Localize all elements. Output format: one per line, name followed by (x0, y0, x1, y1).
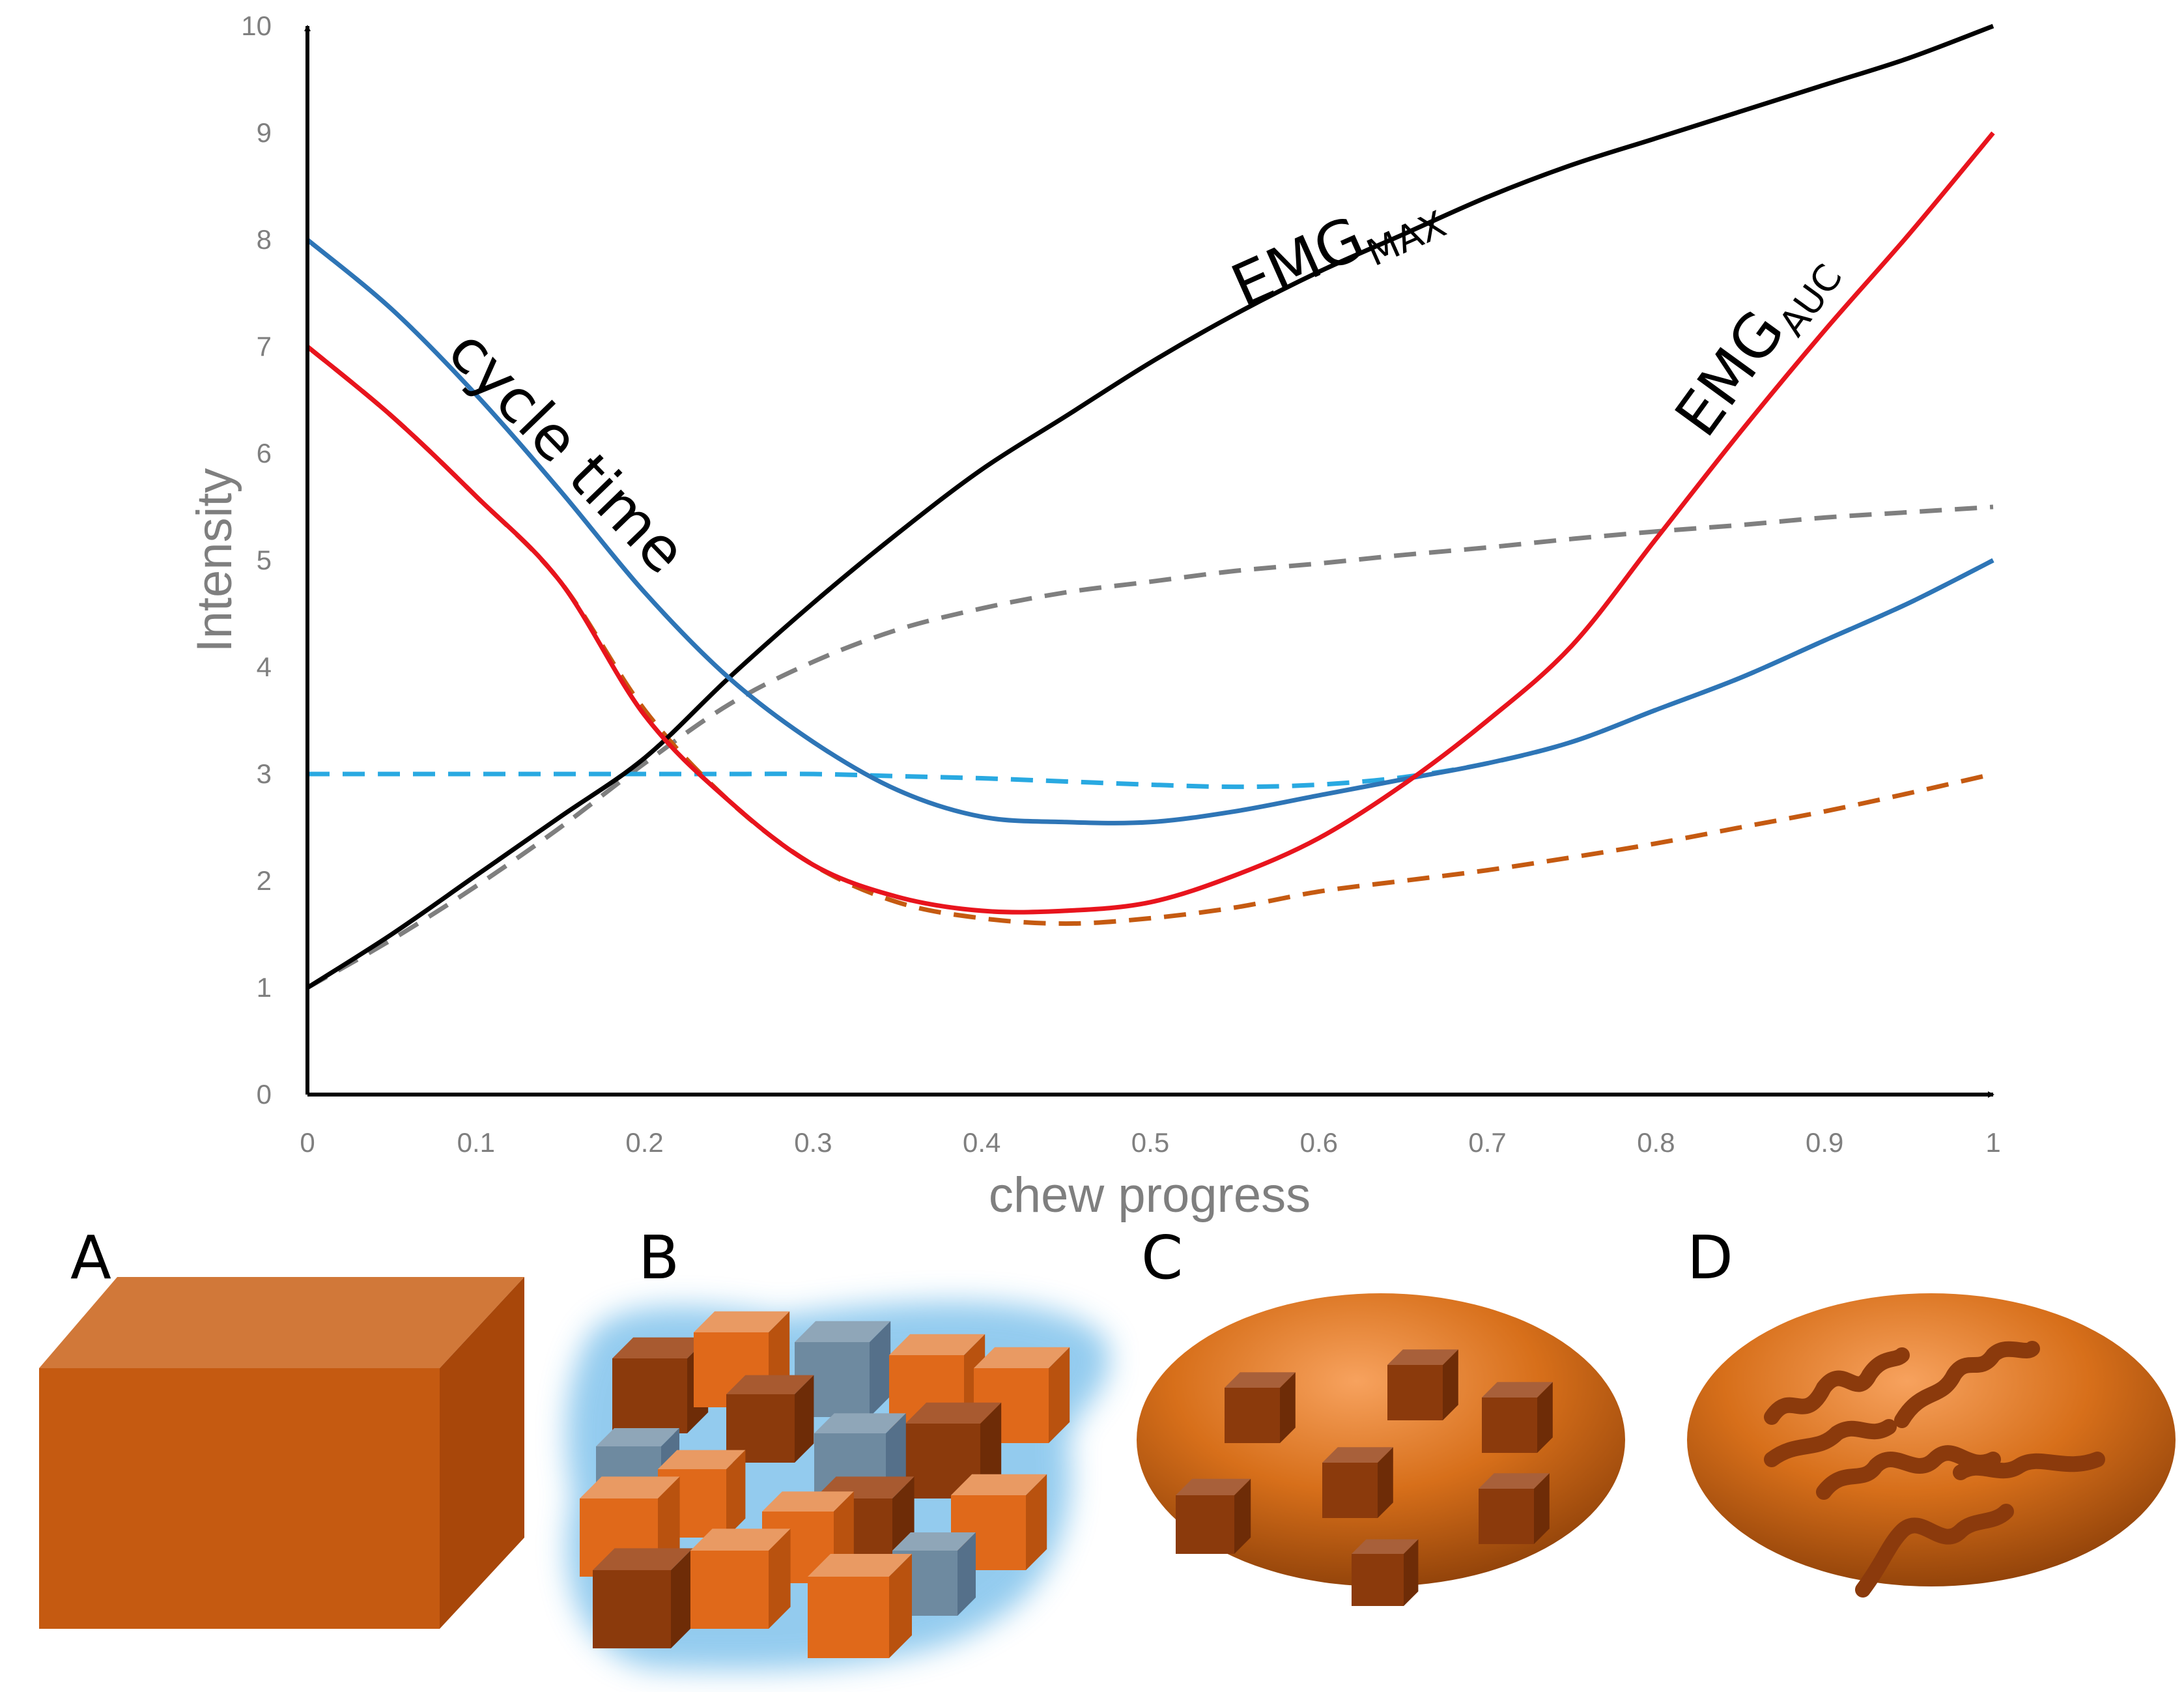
x-tick-label: 0.6 (1300, 1127, 1338, 1158)
cube (612, 1337, 709, 1433)
emg-max-sub: MAX (1361, 203, 1453, 275)
y-tick-label: 2 (257, 865, 272, 896)
strand (1953, 1452, 2105, 1480)
strand (1764, 1347, 1910, 1425)
cube (1387, 1349, 1458, 1420)
panel-letter-b: B (638, 1223, 679, 1293)
x-tick-label: 0.1 (457, 1127, 495, 1158)
x-tick-label: 0.4 (963, 1127, 1000, 1158)
y-tick-label: 9 (257, 117, 272, 148)
label-emg-auc: EMGAUC (1662, 235, 1851, 454)
cube (726, 1375, 814, 1463)
panel-c-oval-with-cubes (1137, 1293, 1625, 1606)
y-tick-label: 0 (257, 1079, 272, 1110)
panel-letter-a: A (70, 1223, 111, 1293)
series-dashed-gray-line (306, 504, 1994, 990)
y-axis-title: Intensity (187, 468, 242, 652)
x-tick-label: 0.5 (1131, 1127, 1169, 1158)
y-tick-label: 4 (257, 652, 272, 682)
y-tick-label: 10 (241, 10, 272, 41)
cube (690, 1528, 791, 1629)
x-tick-label: 0.3 (794, 1127, 832, 1158)
emg-max-main: EMG (1221, 203, 1374, 322)
series-dashed-orange-line (305, 345, 1994, 926)
cube (1225, 1372, 1296, 1443)
x-axis-title: chew progress (989, 1168, 1311, 1223)
cube (1482, 1382, 1553, 1453)
strand (1764, 1419, 1897, 1467)
y-tick-label: 5 (257, 545, 272, 575)
panel-d-oval-with-strands (1687, 1293, 2176, 1598)
y-axis-ticks: 0 1 2 3 4 5 6 7 8 9 10 (241, 10, 272, 1110)
cube (1322, 1447, 1393, 1518)
cube (1352, 1539, 1419, 1606)
x-tick-label: 0.8 (1637, 1127, 1675, 1158)
cube (593, 1548, 693, 1648)
x-tick-label: 0.9 (1806, 1127, 1843, 1158)
x-tick-label: 0.2 (625, 1127, 663, 1158)
panel-letter-c: C (1141, 1223, 1183, 1293)
cube (795, 1321, 891, 1417)
strand (1894, 1341, 2040, 1428)
panel-letter-d: D (1687, 1223, 1733, 1293)
y-tick-label: 7 (257, 331, 272, 362)
series-dashed-lightblue-line (307, 558, 1994, 790)
y-tick-label: 6 (257, 438, 272, 468)
y-tick-label: 1 (257, 972, 272, 1003)
y-tick-label: 8 (257, 224, 272, 255)
strand (1855, 1504, 2014, 1598)
cube (1479, 1473, 1550, 1544)
label-cycle-time: cycle time (434, 316, 700, 587)
line-chart: 0 1 2 3 4 5 6 7 8 9 10 0 0.1 0.2 0.3 0.4 0.5 0.6 0.7 0.8 0.… (187, 10, 2001, 1223)
series-emg-auc-line (305, 131, 1995, 915)
panel-a-solid-block (39, 1277, 524, 1629)
y-tick-label: 3 (257, 758, 272, 789)
cube (1176, 1478, 1251, 1554)
x-tick-label: 1 (1985, 1127, 2000, 1158)
series-layer (305, 23, 1995, 990)
x-tick-label: 0.7 (1468, 1127, 1506, 1158)
x-tick-label: 0 (300, 1127, 315, 1158)
series-emg-max-line (306, 23, 1994, 990)
panel-b-cube-cluster (566, 1301, 1110, 1670)
label-emg-max: EMGMAX (1221, 170, 1452, 330)
x-axis-ticks: 0 0.1 0.2 0.3 0.4 0.5 0.6 0.7 0.8 0.9 1 (300, 1127, 2000, 1158)
cube (808, 1554, 912, 1658)
series-cycle-time-line (305, 238, 1994, 825)
strand (1816, 1445, 2001, 1500)
